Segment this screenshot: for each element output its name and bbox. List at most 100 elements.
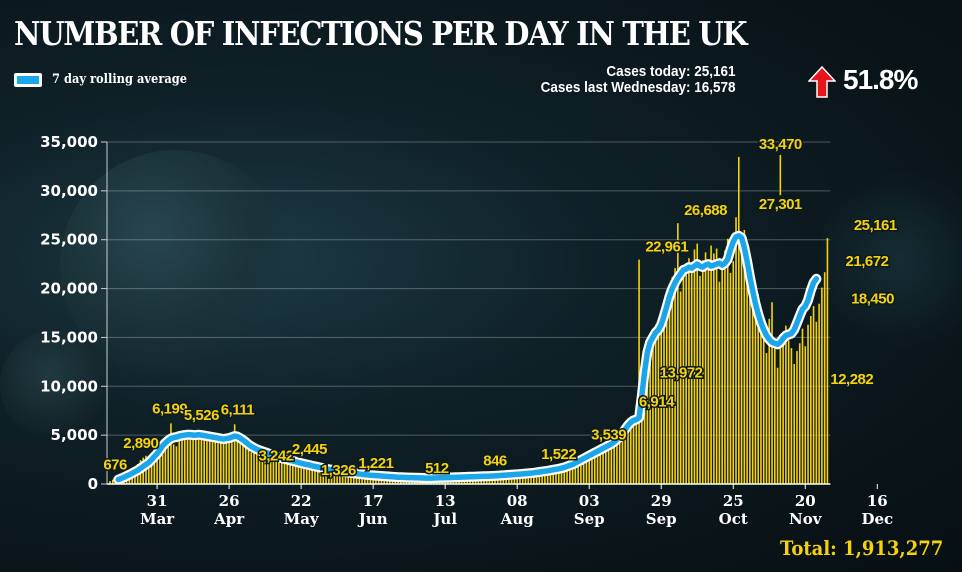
y-tick-label: 20,000 <box>40 280 98 298</box>
rolling-average-line-path <box>115 233 820 483</box>
cases-last-wednesday: Cases last Wednesday: 16,578 <box>541 79 736 96</box>
bar <box>571 465 574 484</box>
bar <box>693 249 696 484</box>
y-tick-label: 25,000 <box>40 231 98 249</box>
data-label: 21,672 <box>846 253 889 270</box>
x-tick-day: 08 <box>507 492 528 510</box>
bar <box>220 440 222 484</box>
data-label: 2,445 <box>292 441 327 458</box>
bar <box>641 413 643 484</box>
bar <box>280 455 283 484</box>
x-tick-month: Sep <box>646 510 677 528</box>
cases-today: Cases today: 25,161 <box>606 63 736 80</box>
data-label: 27,301 <box>759 196 802 213</box>
x-tick-day: 26 <box>219 492 240 510</box>
bar <box>544 472 546 484</box>
bar <box>541 472 543 484</box>
bar <box>178 437 181 484</box>
bar <box>352 473 355 484</box>
legend-label: 7 day rolling average <box>52 72 188 87</box>
bar <box>776 367 779 484</box>
bar <box>253 449 255 484</box>
bar <box>150 454 153 484</box>
bar <box>798 343 801 484</box>
data-label: 26,688 <box>684 202 727 219</box>
bar <box>613 439 615 484</box>
bar <box>585 455 588 484</box>
bar <box>627 421 629 484</box>
bar <box>749 268 751 484</box>
bar <box>596 448 599 484</box>
x-tick-day: 03 <box>579 492 600 510</box>
x-tick-month: Jul <box>431 510 457 528</box>
data-label: 1,326 <box>321 462 356 479</box>
bar <box>256 450 258 484</box>
bar <box>729 272 732 484</box>
bar <box>530 473 532 484</box>
bar <box>804 346 807 484</box>
bar <box>222 441 225 484</box>
bar <box>643 358 646 484</box>
bar <box>735 217 737 484</box>
bar <box>560 469 563 484</box>
bar <box>549 471 552 484</box>
bar <box>197 430 200 484</box>
bar <box>826 238 829 484</box>
legend: 7 day rolling average <box>14 72 205 87</box>
bar <box>172 444 175 484</box>
bar <box>765 353 768 484</box>
bar <box>203 432 205 484</box>
bar <box>751 270 754 484</box>
bar <box>823 272 826 484</box>
bar <box>322 468 325 484</box>
bar <box>236 436 239 484</box>
bar <box>762 335 765 484</box>
bar <box>674 268 676 484</box>
bar <box>732 261 735 484</box>
bar <box>724 250 726 484</box>
bar <box>721 266 723 484</box>
bar <box>305 460 308 484</box>
bar <box>275 457 277 484</box>
data-label: 13,972 <box>660 364 703 381</box>
bar <box>206 437 208 484</box>
bar <box>186 434 189 484</box>
bar <box>635 414 638 484</box>
bar <box>189 434 192 484</box>
bar <box>264 453 266 484</box>
bar <box>743 229 746 484</box>
bar <box>591 449 593 484</box>
rolling-average-line <box>113 230 822 485</box>
bar <box>161 439 164 484</box>
bar <box>183 435 186 484</box>
bar <box>217 439 219 484</box>
bar <box>535 473 538 484</box>
data-label: 22,961 <box>645 239 688 256</box>
bar <box>785 325 787 484</box>
bar <box>618 433 621 484</box>
legend-swatch-rolling-average <box>14 72 42 87</box>
x-tick-month: Mar <box>140 510 175 528</box>
y-axis: 0 5,000 10,000 15,000 20,000 25,000 30,000 35,0… <box>40 133 108 493</box>
bar <box>519 474 521 484</box>
bar <box>527 474 530 484</box>
bar <box>790 348 793 484</box>
bar <box>685 264 687 484</box>
bar <box>793 363 795 484</box>
bar <box>153 451 156 484</box>
bar <box>815 321 818 484</box>
y-tick-label: 5,000 <box>51 426 98 444</box>
bar <box>344 472 347 484</box>
bar <box>605 443 607 484</box>
x-tick-month: Oct <box>719 510 748 528</box>
bar <box>574 464 577 484</box>
bar <box>231 434 233 484</box>
bar <box>718 281 721 484</box>
x-tick-month: Nov <box>789 510 823 528</box>
bar <box>713 253 715 484</box>
bar <box>325 468 327 484</box>
bar <box>328 469 330 484</box>
x-tick-day: 31 <box>147 492 168 510</box>
bar <box>707 269 710 484</box>
bar <box>272 455 275 484</box>
